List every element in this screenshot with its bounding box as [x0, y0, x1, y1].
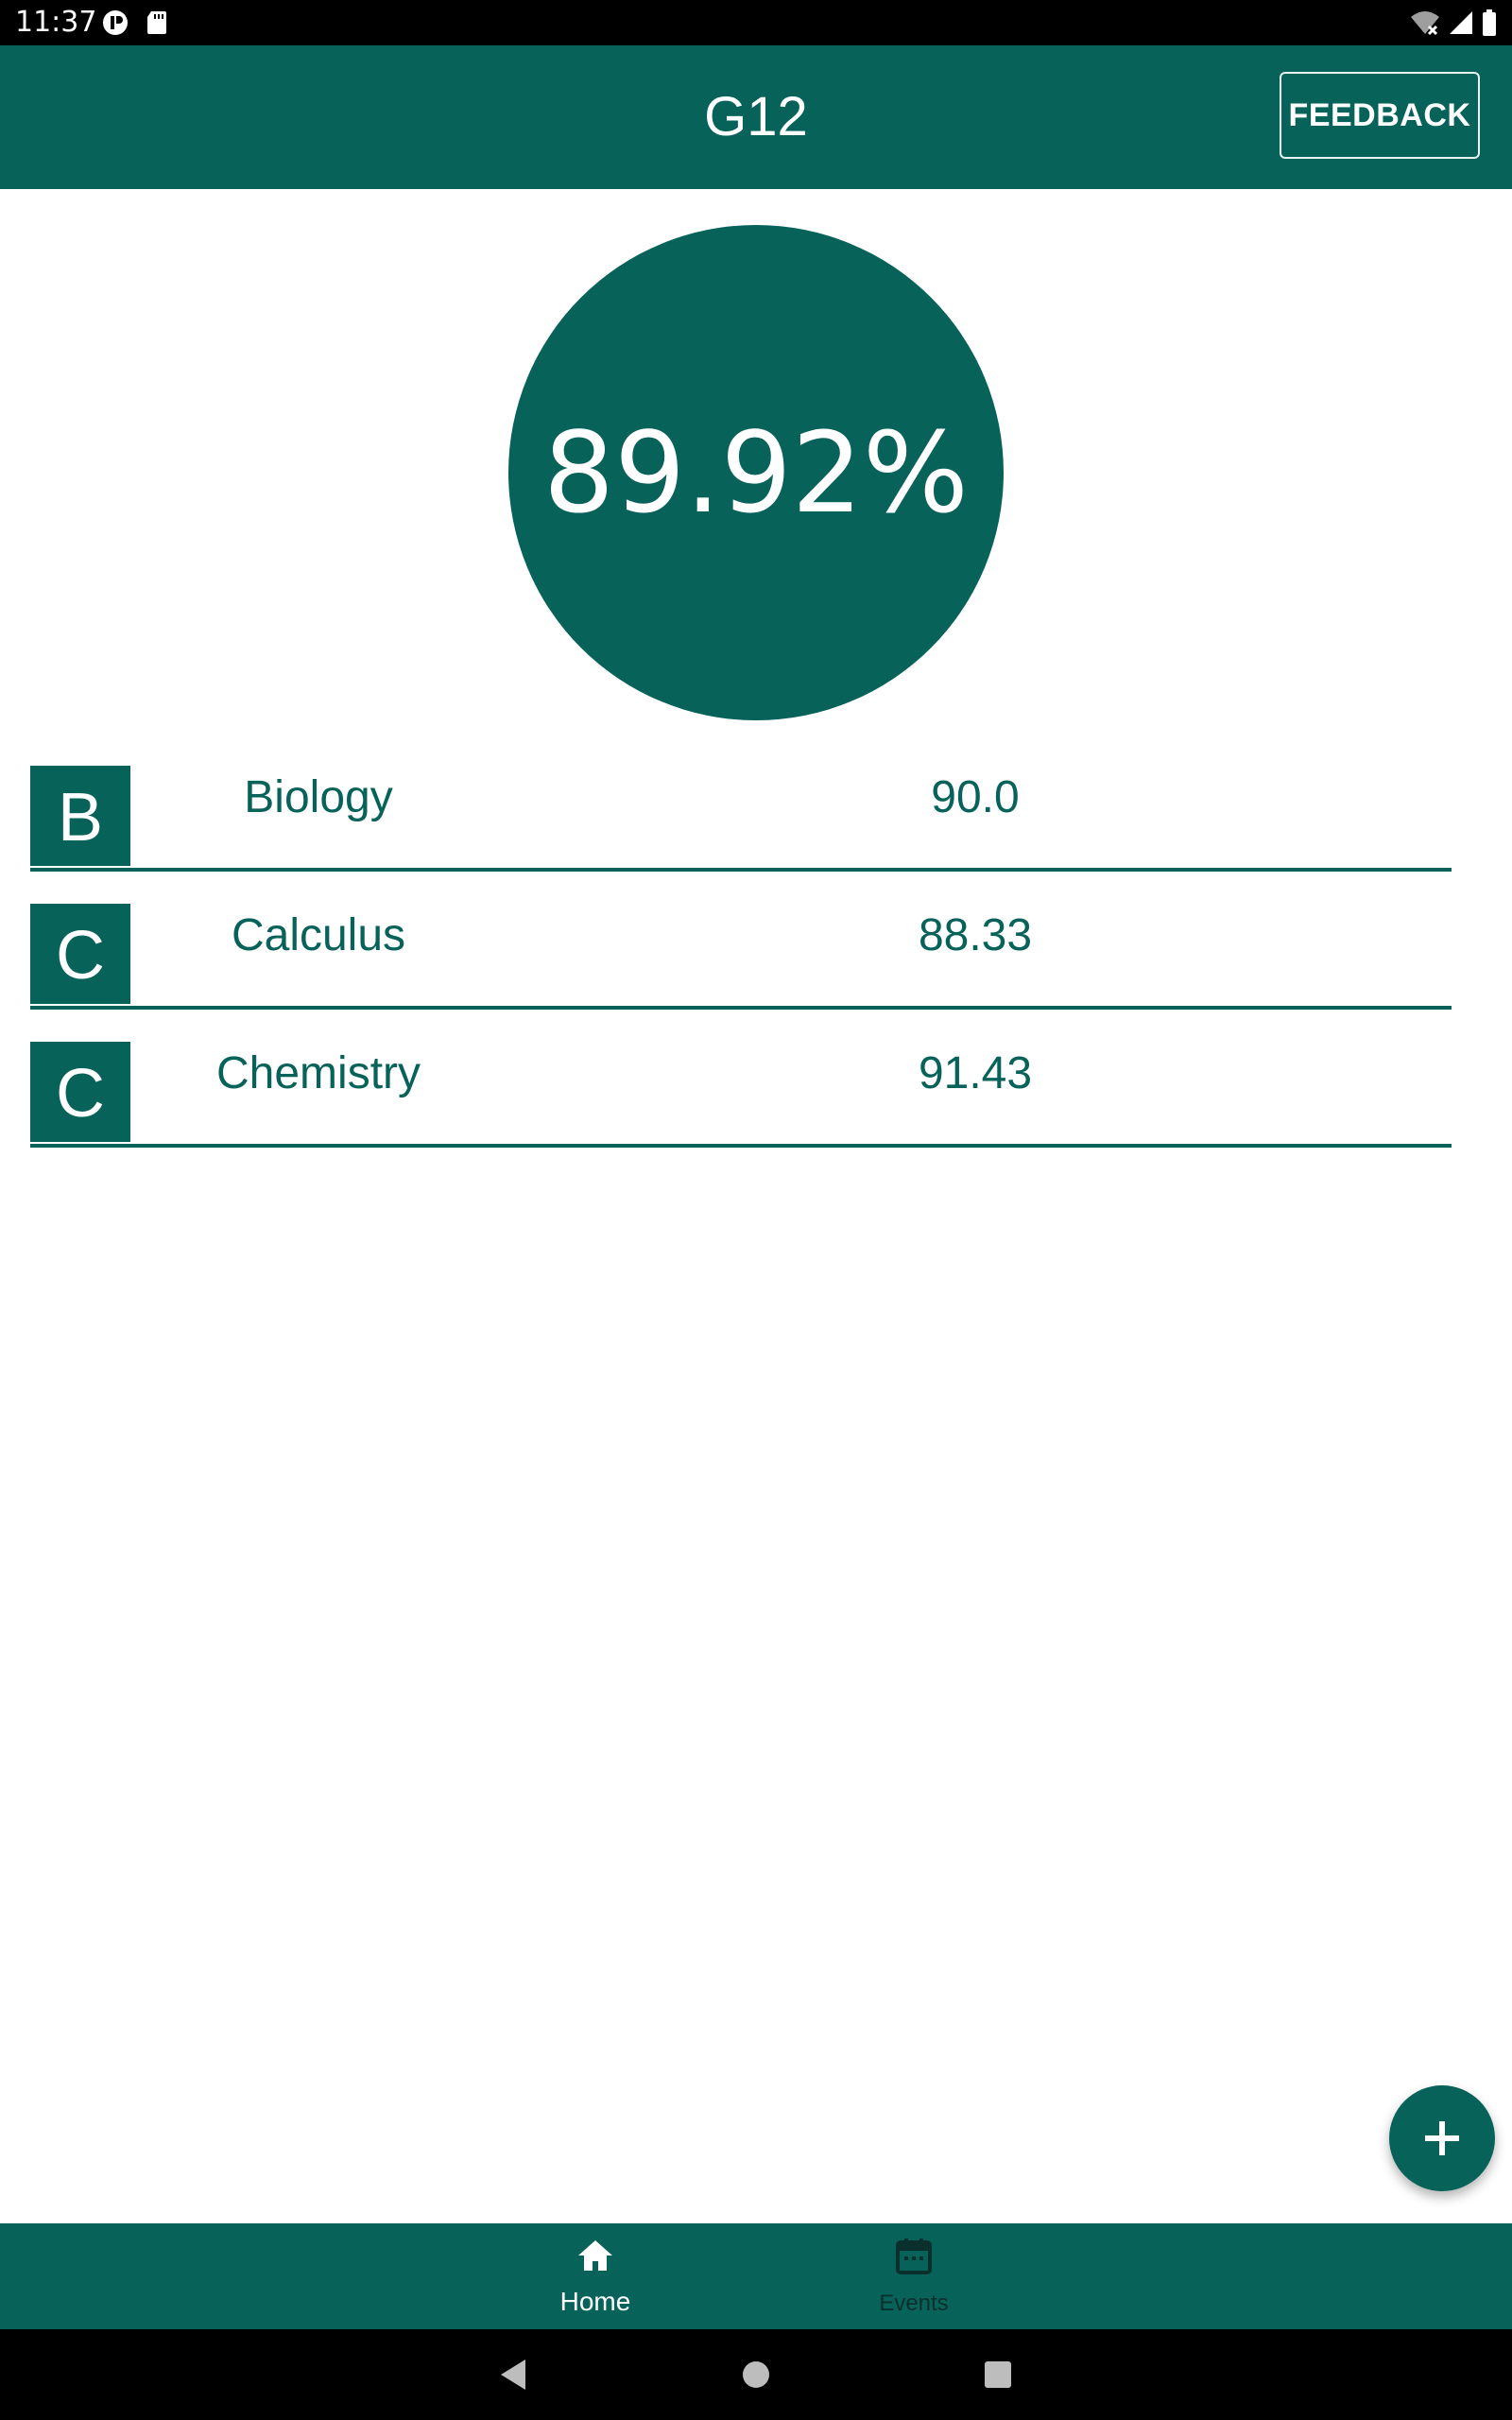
course-name: Biology [244, 772, 393, 822]
course-name: Calculus [231, 910, 406, 960]
course-row[interactable]: B Biology 90.0 [30, 764, 1452, 872]
recents-icon[interactable] [983, 2358, 1013, 2392]
signal-icon [1450, 11, 1472, 34]
course-letter-badge: C [30, 904, 130, 1004]
nav-label-events: Events [879, 2290, 949, 2316]
course-grade: 90.0 [931, 772, 1020, 822]
status-right-icons [1410, 9, 1497, 37]
calendar-icon [896, 2238, 932, 2274]
course-row[interactable]: C Chemistry 91.43 [30, 1040, 1452, 1148]
sd-card-icon [147, 11, 166, 34]
course-grade: 88.33 [918, 910, 1033, 960]
wifi-off-icon [1411, 11, 1439, 36]
status-time: 11:37 [15, 6, 97, 39]
average-percentage: 89.92% [543, 407, 969, 538]
plus-icon [1425, 2121, 1459, 2155]
system-navigation-bar [0, 2329, 1512, 2420]
nav-item-events[interactable]: Events [819, 2223, 1008, 2329]
status-bar: 11:37 [0, 0, 1512, 45]
nav-item-home[interactable]: Home [501, 2223, 690, 2329]
course-name: Chemistry [215, 1048, 421, 1098]
course-row[interactable]: C Calculus 88.33 [30, 902, 1452, 1010]
nav-label-home: Home [559, 2287, 631, 2316]
bottom-navigation: Home Events [0, 2223, 1512, 2329]
course-grade: 91.43 [918, 1048, 1033, 1098]
home-circle-icon[interactable] [741, 2358, 771, 2392]
average-circle: 89.92% [508, 225, 1004, 720]
add-course-button[interactable] [1389, 2085, 1495, 2191]
status-left-icons [102, 9, 168, 37]
home-icon [578, 2240, 612, 2271]
course-letter-badge: C [30, 1042, 130, 1142]
app-bar: G12 FEEDBACK [0, 45, 1512, 189]
page-title: G12 [704, 86, 808, 147]
feedback-button[interactable]: FEEDBACK [1280, 72, 1480, 159]
battery-icon [1483, 9, 1496, 36]
app-notification-icon [103, 10, 128, 35]
back-icon[interactable] [497, 2358, 529, 2392]
course-letter-badge: B [30, 766, 130, 866]
